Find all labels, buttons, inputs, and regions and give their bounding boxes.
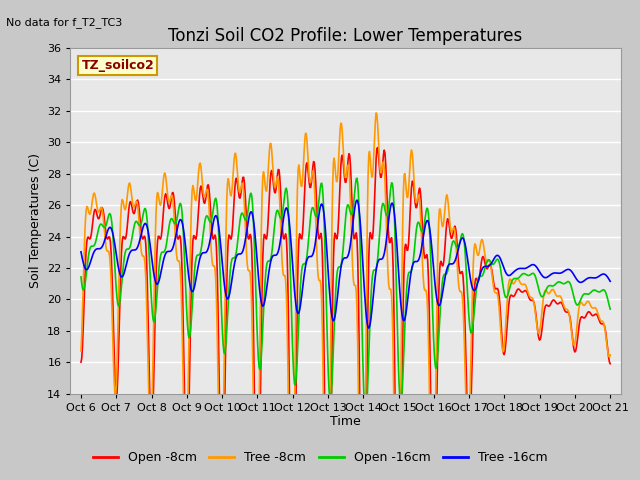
Text: TZ_soilco2: TZ_soilco2 [81, 59, 154, 72]
X-axis label: Time: Time [330, 415, 361, 429]
Text: No data for f_T2_TC3: No data for f_T2_TC3 [6, 17, 123, 28]
Title: Tonzi Soil CO2 Profile: Lower Temperatures: Tonzi Soil CO2 Profile: Lower Temperatur… [168, 27, 523, 45]
Y-axis label: Soil Temperatures (C): Soil Temperatures (C) [29, 153, 42, 288]
Legend: Open -8cm, Tree -8cm, Open -16cm, Tree -16cm: Open -8cm, Tree -8cm, Open -16cm, Tree -… [88, 446, 552, 469]
